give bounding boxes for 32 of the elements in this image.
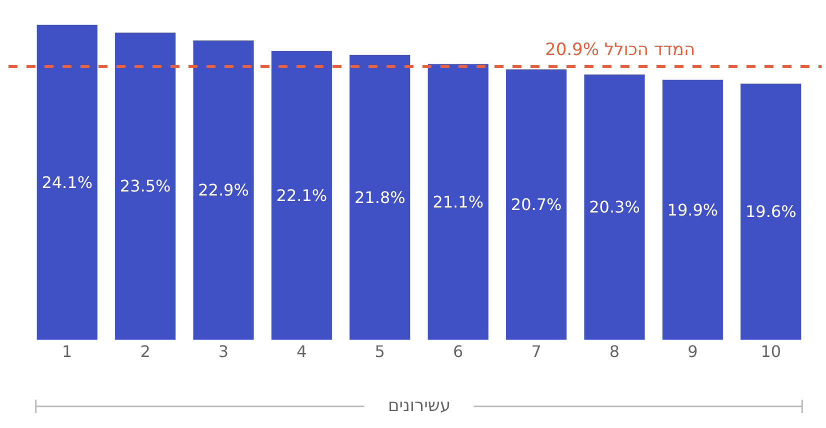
x-tick-label: 6 xyxy=(453,342,464,361)
bar xyxy=(584,74,646,340)
bar xyxy=(192,40,254,340)
x-axis-title: עשירונים xyxy=(388,396,451,416)
x-tick-label: 1 xyxy=(62,342,72,361)
x-tick-label: 4 xyxy=(296,342,307,361)
x-tick-label: 7 xyxy=(531,342,542,361)
x-tick-label: 8 xyxy=(609,342,620,361)
x-tick-label: 10 xyxy=(760,342,782,361)
bar xyxy=(427,64,489,340)
bar xyxy=(114,32,176,340)
ref-line-label: המדד הכולל 20.9% xyxy=(545,40,696,60)
bar xyxy=(270,50,332,340)
data-label: 19.9% xyxy=(667,200,718,220)
data-label: 22.1% xyxy=(276,186,328,205)
data-label: 20.7% xyxy=(510,195,562,214)
bar xyxy=(662,79,724,340)
bar xyxy=(740,83,802,340)
x-tick-label: 2 xyxy=(140,342,150,361)
x-tick-label: 9 xyxy=(688,342,698,361)
bar xyxy=(349,54,411,340)
data-label: 23.5% xyxy=(120,176,171,196)
data-label: 22.9% xyxy=(198,180,249,200)
data-label: 21.1% xyxy=(432,192,484,212)
bar xyxy=(506,68,568,340)
bar xyxy=(36,24,98,340)
x-tick-label: 3 xyxy=(218,342,229,361)
x-tick-label: 5 xyxy=(374,342,385,361)
data-label: 21.8% xyxy=(354,188,406,207)
data-label: 24.1% xyxy=(42,172,93,192)
data-label: 20.3% xyxy=(589,198,640,217)
data-label: 19.6% xyxy=(745,202,796,222)
